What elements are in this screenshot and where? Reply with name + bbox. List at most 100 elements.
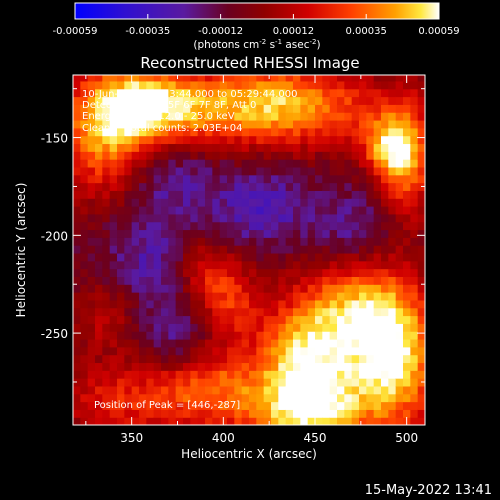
heatmap-cell	[307, 346, 316, 356]
heatmap-cell	[278, 96, 287, 105]
heatmap-cell	[124, 88, 133, 98]
heatmap-cell	[256, 159, 265, 168]
heatmap-cell	[87, 104, 96, 113]
heatmap-cell	[344, 299, 353, 309]
heatmap-cell	[205, 221, 213, 231]
heatmap-cell	[190, 213, 199, 223]
heatmap-cell	[227, 151, 235, 160]
heatmap-cell	[344, 135, 353, 145]
heatmap-cell	[293, 346, 301, 356]
heatmap-cell	[373, 346, 382, 356]
heatmap-cell	[322, 174, 331, 184]
heatmap-cell	[256, 378, 265, 387]
heatmap-cell	[197, 151, 206, 160]
heatmap-cell	[307, 307, 316, 317]
heatmap-cell	[307, 409, 316, 418]
heatmap-cell	[337, 409, 345, 418]
heatmap-cell	[212, 346, 221, 356]
heatmap-cell	[359, 112, 367, 121]
heatmap-cell	[249, 338, 257, 348]
heatmap-cell	[315, 127, 323, 137]
heatmap-cell	[293, 323, 301, 332]
heatmap-cell	[329, 252, 338, 262]
heatmap-cell	[410, 96, 419, 105]
heatmap-cell	[95, 307, 103, 317]
heatmap-cell	[300, 135, 309, 145]
heatmap-cell	[263, 190, 272, 199]
heatmap-cell	[212, 104, 221, 113]
heatmap-cell	[73, 174, 81, 184]
heatmap-cell	[315, 268, 323, 277]
heatmap-cell	[190, 268, 199, 277]
heatmap-cell	[234, 198, 243, 207]
heatmap-cell	[139, 151, 147, 160]
heatmap-cell	[249, 346, 257, 356]
heatmap-cell	[329, 417, 338, 425]
heatmap-cell	[271, 393, 279, 403]
heatmap-cell	[417, 159, 425, 168]
heatmap-cell	[95, 143, 103, 152]
heatmap-cell	[87, 245, 96, 254]
x-axis-label: Heliocentric X (arcsec)	[181, 447, 317, 461]
heatmap-cell	[278, 135, 287, 145]
heatmap-cell	[161, 104, 169, 113]
heatmap-cell	[285, 80, 294, 90]
heatmap-cell	[344, 284, 353, 293]
heatmap-cell	[388, 80, 397, 90]
heatmap-cell	[263, 182, 272, 191]
heatmap-cell	[117, 260, 125, 270]
heatmap-cell	[124, 190, 133, 199]
heatmap-cell	[102, 284, 111, 293]
heatmap-cell	[307, 190, 316, 199]
heatmap-cell	[315, 143, 323, 152]
heatmap-cell	[344, 127, 353, 137]
heatmap-cell	[205, 213, 213, 223]
heatmap-cell	[300, 338, 309, 348]
heatmap-cell	[417, 409, 425, 418]
heatmap-cell	[117, 119, 125, 129]
heatmap-cell	[403, 315, 411, 324]
heatmap-cell	[197, 393, 206, 403]
heatmap-cell	[300, 88, 309, 98]
heatmap-cell	[227, 299, 235, 309]
heatmap-cell	[139, 307, 147, 317]
heatmap-cell	[241, 135, 250, 145]
heatmap-cell	[183, 88, 191, 98]
heatmap-cell	[73, 338, 81, 348]
heatmap-cell	[139, 378, 147, 387]
heatmap-cell	[285, 245, 294, 254]
heatmap-cell	[109, 284, 118, 293]
heatmap-cell	[161, 119, 169, 129]
heatmap-cell	[395, 338, 404, 348]
heatmap-cell	[285, 378, 294, 387]
heatmap-cell	[329, 221, 338, 231]
heatmap-cell	[410, 112, 419, 121]
heatmap-cell	[146, 299, 155, 309]
heatmap-cell	[190, 135, 199, 145]
heatmap-cell	[410, 252, 419, 262]
heatmap-cell	[212, 112, 221, 121]
heatmap-cell	[139, 221, 147, 231]
heatmap-cell	[241, 292, 250, 301]
heatmap-cell	[293, 385, 301, 395]
heatmap-cell	[263, 237, 272, 246]
heatmap-cell	[344, 75, 353, 82]
heatmap-cell	[256, 112, 265, 121]
heatmap-cell	[241, 346, 250, 356]
heatmap-cell	[285, 292, 294, 301]
heatmap-cell	[117, 237, 125, 246]
heatmap-cell	[153, 143, 162, 152]
heatmap-cell	[263, 354, 272, 364]
heatmap-cell	[315, 393, 323, 403]
heatmap-cell	[249, 245, 257, 254]
heatmap-cell	[241, 229, 250, 238]
heatmap-cell	[109, 198, 118, 207]
heatmap-cell	[417, 299, 425, 309]
heatmap-cell	[87, 96, 96, 105]
heatmap-cell	[300, 362, 309, 371]
heatmap-cell	[205, 127, 213, 137]
heatmap-cell	[329, 75, 338, 82]
heatmap-cell	[337, 159, 345, 168]
heatmap-cell	[417, 354, 425, 364]
heatmap-cell	[161, 276, 169, 285]
